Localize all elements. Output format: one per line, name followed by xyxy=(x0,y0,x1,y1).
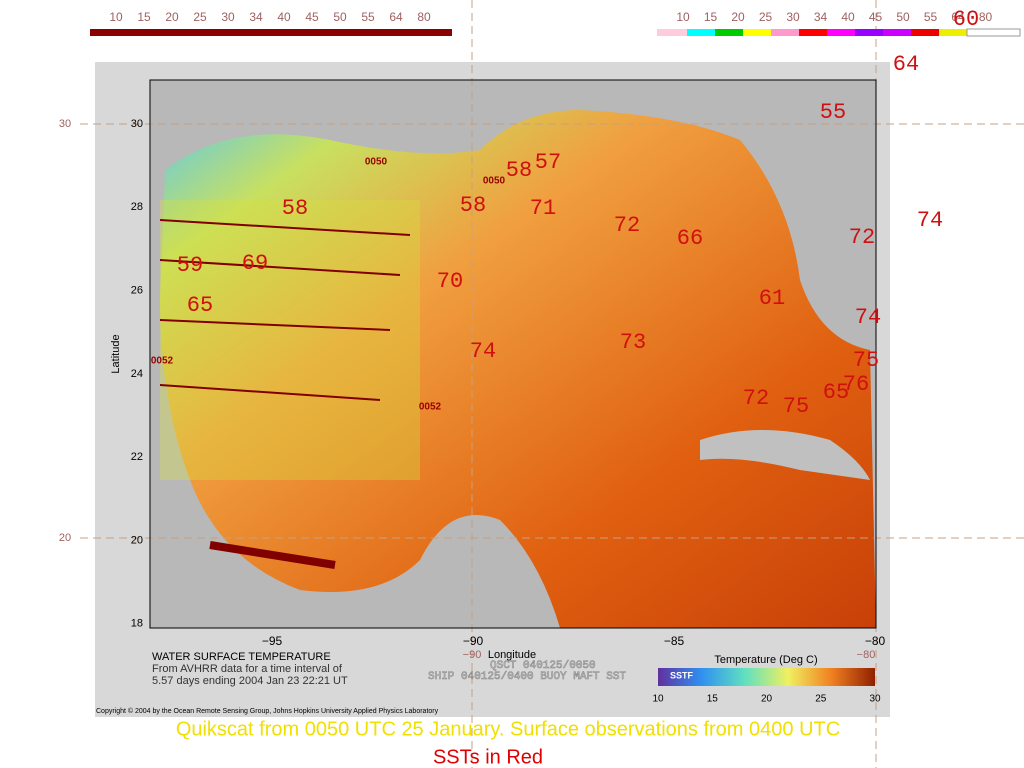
wind-scale-label: 55 xyxy=(361,10,375,24)
wind-scale-label: 20 xyxy=(165,10,179,24)
sst-observation: 72 xyxy=(743,386,769,411)
wind-scale-left-bar xyxy=(90,29,452,36)
sst-observation: 73 xyxy=(620,330,646,355)
temperature-colorbar xyxy=(658,668,875,686)
wind-scale-label: 15 xyxy=(137,10,151,24)
sst-observation: 74 xyxy=(917,208,943,233)
info-line: 5.57 days ending 2004 Jan 23 22:21 UT xyxy=(152,675,348,687)
wind-scale-label: 20 xyxy=(731,10,745,24)
sst-observation: 61 xyxy=(759,286,785,311)
wind-scale-label: 10 xyxy=(109,10,123,24)
wind-scale-label: 40 xyxy=(277,10,291,24)
obs-time: 0052 xyxy=(151,356,174,367)
sst-observation: 58 xyxy=(282,196,308,221)
info-line: From AVHRR data for a time interval of xyxy=(152,663,343,675)
colorbar-tick: 25 xyxy=(815,694,827,705)
sst-observation: 74 xyxy=(855,305,881,330)
obs-time: 0050 xyxy=(365,157,388,168)
sst-observation: 69 xyxy=(242,251,268,276)
wind-scale-label: 34 xyxy=(814,10,828,24)
sst-observation: 70 xyxy=(437,269,463,294)
wind-scale-label: 80 xyxy=(979,10,993,24)
wind-scale-label: 80 xyxy=(417,10,431,24)
wind-scale-label: 25 xyxy=(759,10,773,24)
wind-scale-label: 50 xyxy=(333,10,347,24)
sst-observation: 58 xyxy=(506,158,532,183)
lat-label: 22 xyxy=(131,451,143,463)
lat-label: 28 xyxy=(131,201,143,213)
outer-lon-label: −90 xyxy=(463,649,482,661)
sst-observation: 55 xyxy=(820,100,846,125)
wind-scale-label: 30 xyxy=(786,10,800,24)
wind-swath xyxy=(160,200,420,480)
cuba xyxy=(700,430,870,480)
wind-scale-label: 55 xyxy=(924,10,938,24)
wind-scale-label: 40 xyxy=(841,10,855,24)
x-axis-title: Longitude xyxy=(488,649,536,661)
colorbar-tick: 10 xyxy=(652,694,664,705)
info-line: WATER SURFACE TEMPERATURE xyxy=(152,651,331,663)
wind-scale-label: 64 xyxy=(389,10,403,24)
gulf-sst xyxy=(160,110,876,628)
sst-observation: 71 xyxy=(530,196,556,221)
lat-label: 20 xyxy=(131,534,143,546)
colorbar-title: Temperature (Deg C) xyxy=(714,654,817,666)
colorbar-tag: SSTF xyxy=(670,670,694,680)
obs-time: 0052 xyxy=(419,402,442,413)
lon-label: −95 xyxy=(262,634,283,648)
wind-scale-label: 64 xyxy=(951,10,965,24)
lat-label: 18 xyxy=(131,618,143,630)
sst-observation: 58 xyxy=(460,193,486,218)
sst-observation: 65 xyxy=(187,293,213,318)
caption-line: SSTs in Red xyxy=(433,746,543,768)
sst-observation: 60 xyxy=(953,7,979,32)
colorbar-tick: 15 xyxy=(707,694,719,705)
colorbar-tick: 30 xyxy=(869,694,881,705)
outer-lon-label: −80 xyxy=(857,649,876,661)
wind-scale-label: 15 xyxy=(704,10,718,24)
lon-label: −90 xyxy=(463,634,484,648)
wind-scale-label: 45 xyxy=(305,10,319,24)
y-axis-title: Latitude xyxy=(110,334,122,373)
wind-scale-label: 34 xyxy=(249,10,263,24)
wind-scale-label: 30 xyxy=(221,10,235,24)
sst-observation: 66 xyxy=(677,226,703,251)
sst-observation: 57 xyxy=(535,150,561,175)
copyright: Copyright © 2004 by the Ocean Remote Sen… xyxy=(96,707,439,715)
lat-label: 26 xyxy=(131,285,143,297)
overlay-stamp: QSCT 040125/0050 xyxy=(490,660,596,672)
outer-lat-label: 20 xyxy=(59,532,71,544)
lon-label: −80 xyxy=(865,634,886,648)
wind-scale-label: 50 xyxy=(896,10,910,24)
sst-observation: 65 xyxy=(823,380,849,405)
wind-scale-label: 10 xyxy=(676,10,690,24)
sst-observation: 75 xyxy=(783,394,809,419)
obs-time: 0050 xyxy=(483,176,506,187)
sst-observation: 72 xyxy=(614,213,640,238)
wind-scale-label: 45 xyxy=(869,10,883,24)
sst-observation: 76 xyxy=(843,372,869,397)
outer-lat-label: 30 xyxy=(59,118,71,130)
overlay-stamp: SHIP 040125/0400 BUOY MAFT SST xyxy=(428,671,626,683)
sst-observation: 64 xyxy=(893,52,919,77)
wind-scale-label: 25 xyxy=(193,10,207,24)
sst-observation: 72 xyxy=(849,225,875,250)
wind-scale-right-bar xyxy=(657,28,1021,37)
sst-observation: 75 xyxy=(853,348,879,373)
wind-barbs xyxy=(159,219,411,569)
caption-line: Quikscat from 0050 UTC 25 January. Surfa… xyxy=(176,718,840,740)
lat-label: 30 xyxy=(131,118,143,130)
sst-observation: 74 xyxy=(470,339,496,364)
lat-label: 24 xyxy=(131,368,143,380)
sst-observation: 59 xyxy=(177,253,203,278)
plot-frame xyxy=(149,79,877,629)
lon-label: −85 xyxy=(664,634,685,648)
colorbar-tick: 20 xyxy=(761,694,773,705)
